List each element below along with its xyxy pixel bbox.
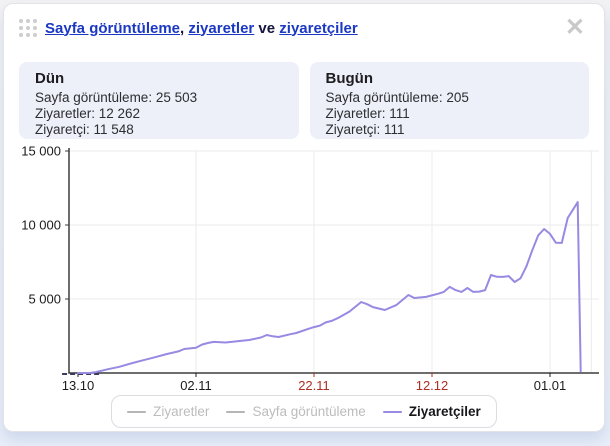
drag-dot [19, 19, 23, 23]
drag-handle-icon[interactable] [19, 19, 37, 37]
stat-visitors: Ziyaretçi: 111 [325, 121, 405, 137]
legend-item-sayfa-goruntuleme[interactable]: Sayfa görüntüleme [226, 404, 366, 419]
summary-card-today: Bugün Sayfa görüntüleme: 205 Ziyaretler:… [309, 62, 589, 139]
legend-swatch-ziyaretler [127, 410, 147, 413]
title-link-visitors[interactable]: ziyaretçiler [279, 19, 358, 37]
drag-dot [26, 26, 30, 30]
card-title: Bugün [325, 70, 373, 87]
x-axis-label: 01.01 [534, 378, 567, 393]
widget-header: Sayfa görüntüleme, ziyaretler ve ziyaret… [4, 4, 604, 52]
close-icon[interactable]: ✕ [564, 14, 585, 41]
legend-swatch-ziyaretciler [382, 410, 402, 413]
summary-card-yesterday: Dün Sayfa görüntüleme: 25 503 Ziyaretler… [19, 62, 299, 139]
y-axis-label: 10 000 [21, 218, 61, 233]
stat-pageviews: Sayfa görüntüleme: 25 503 [35, 90, 198, 105]
visitors-line-chart[interactable]: 5 000 10 000 15 000 13.10 02.11 22.11 12.12 01.… [4, 145, 610, 393]
drag-dot [33, 26, 37, 30]
summary-cards: Dün Sayfa görüntüleme: 25 503 Ziyaretler… [19, 62, 589, 139]
legend-label: Ziyaretler [153, 404, 210, 419]
legend-label: Sayfa görüntüleme [252, 404, 366, 419]
stat-visits: Ziyaretler: 111 [325, 105, 410, 121]
drag-dot [26, 33, 30, 37]
series-line-ziyaretciler [77, 201, 582, 374]
title-link-pageviews[interactable]: Sayfa görüntüleme [45, 19, 181, 37]
drag-dot [19, 26, 23, 30]
x-axis-label: 13.10 [62, 378, 95, 393]
x-axis-label: 12.12 [416, 378, 449, 393]
legend-row: Ziyaretler Sayfa görüntüleme Ziyaretçiler [4, 395, 604, 428]
stat-pageviews: Sayfa görüntüleme: 205 [325, 90, 469, 105]
x-axis-label: 22.11 [298, 378, 330, 393]
legend-item-ziyaretciler[interactable]: Ziyaretçiler [382, 404, 481, 419]
stat-visitors: Ziyaretçi: 11 548 [35, 121, 134, 137]
title-separator: ve [254, 19, 280, 37]
analytics-widget: Sayfa görüntüleme, ziyaretler ve ziyaret… [3, 3, 605, 432]
drag-dot [33, 19, 37, 23]
title-link-visits[interactable]: ziyaretler [188, 19, 255, 37]
widget-title: Sayfa görüntüleme, ziyaretler ve ziyaret… [45, 20, 358, 37]
card-title: Dün [35, 70, 65, 87]
legend-item-ziyaretler[interactable]: Ziyaretler [127, 404, 209, 419]
legend-label: Ziyaretçiler [408, 404, 481, 419]
x-axis-label: 02.11 [180, 378, 212, 393]
drag-dot [26, 19, 30, 23]
y-axis-label: 5 000 [28, 292, 61, 307]
drag-dot [19, 33, 23, 37]
title-separator: , [180, 19, 189, 37]
stat-visits: Ziyaretler: 12 262 [35, 105, 141, 121]
y-axis-label: 15 000 [21, 145, 61, 159]
chart-legend: Ziyaretler Sayfa görüntüleme Ziyaretçiler [111, 395, 497, 428]
legend-swatch-sayfa-goruntuleme [226, 410, 246, 413]
drag-dot [33, 33, 37, 37]
